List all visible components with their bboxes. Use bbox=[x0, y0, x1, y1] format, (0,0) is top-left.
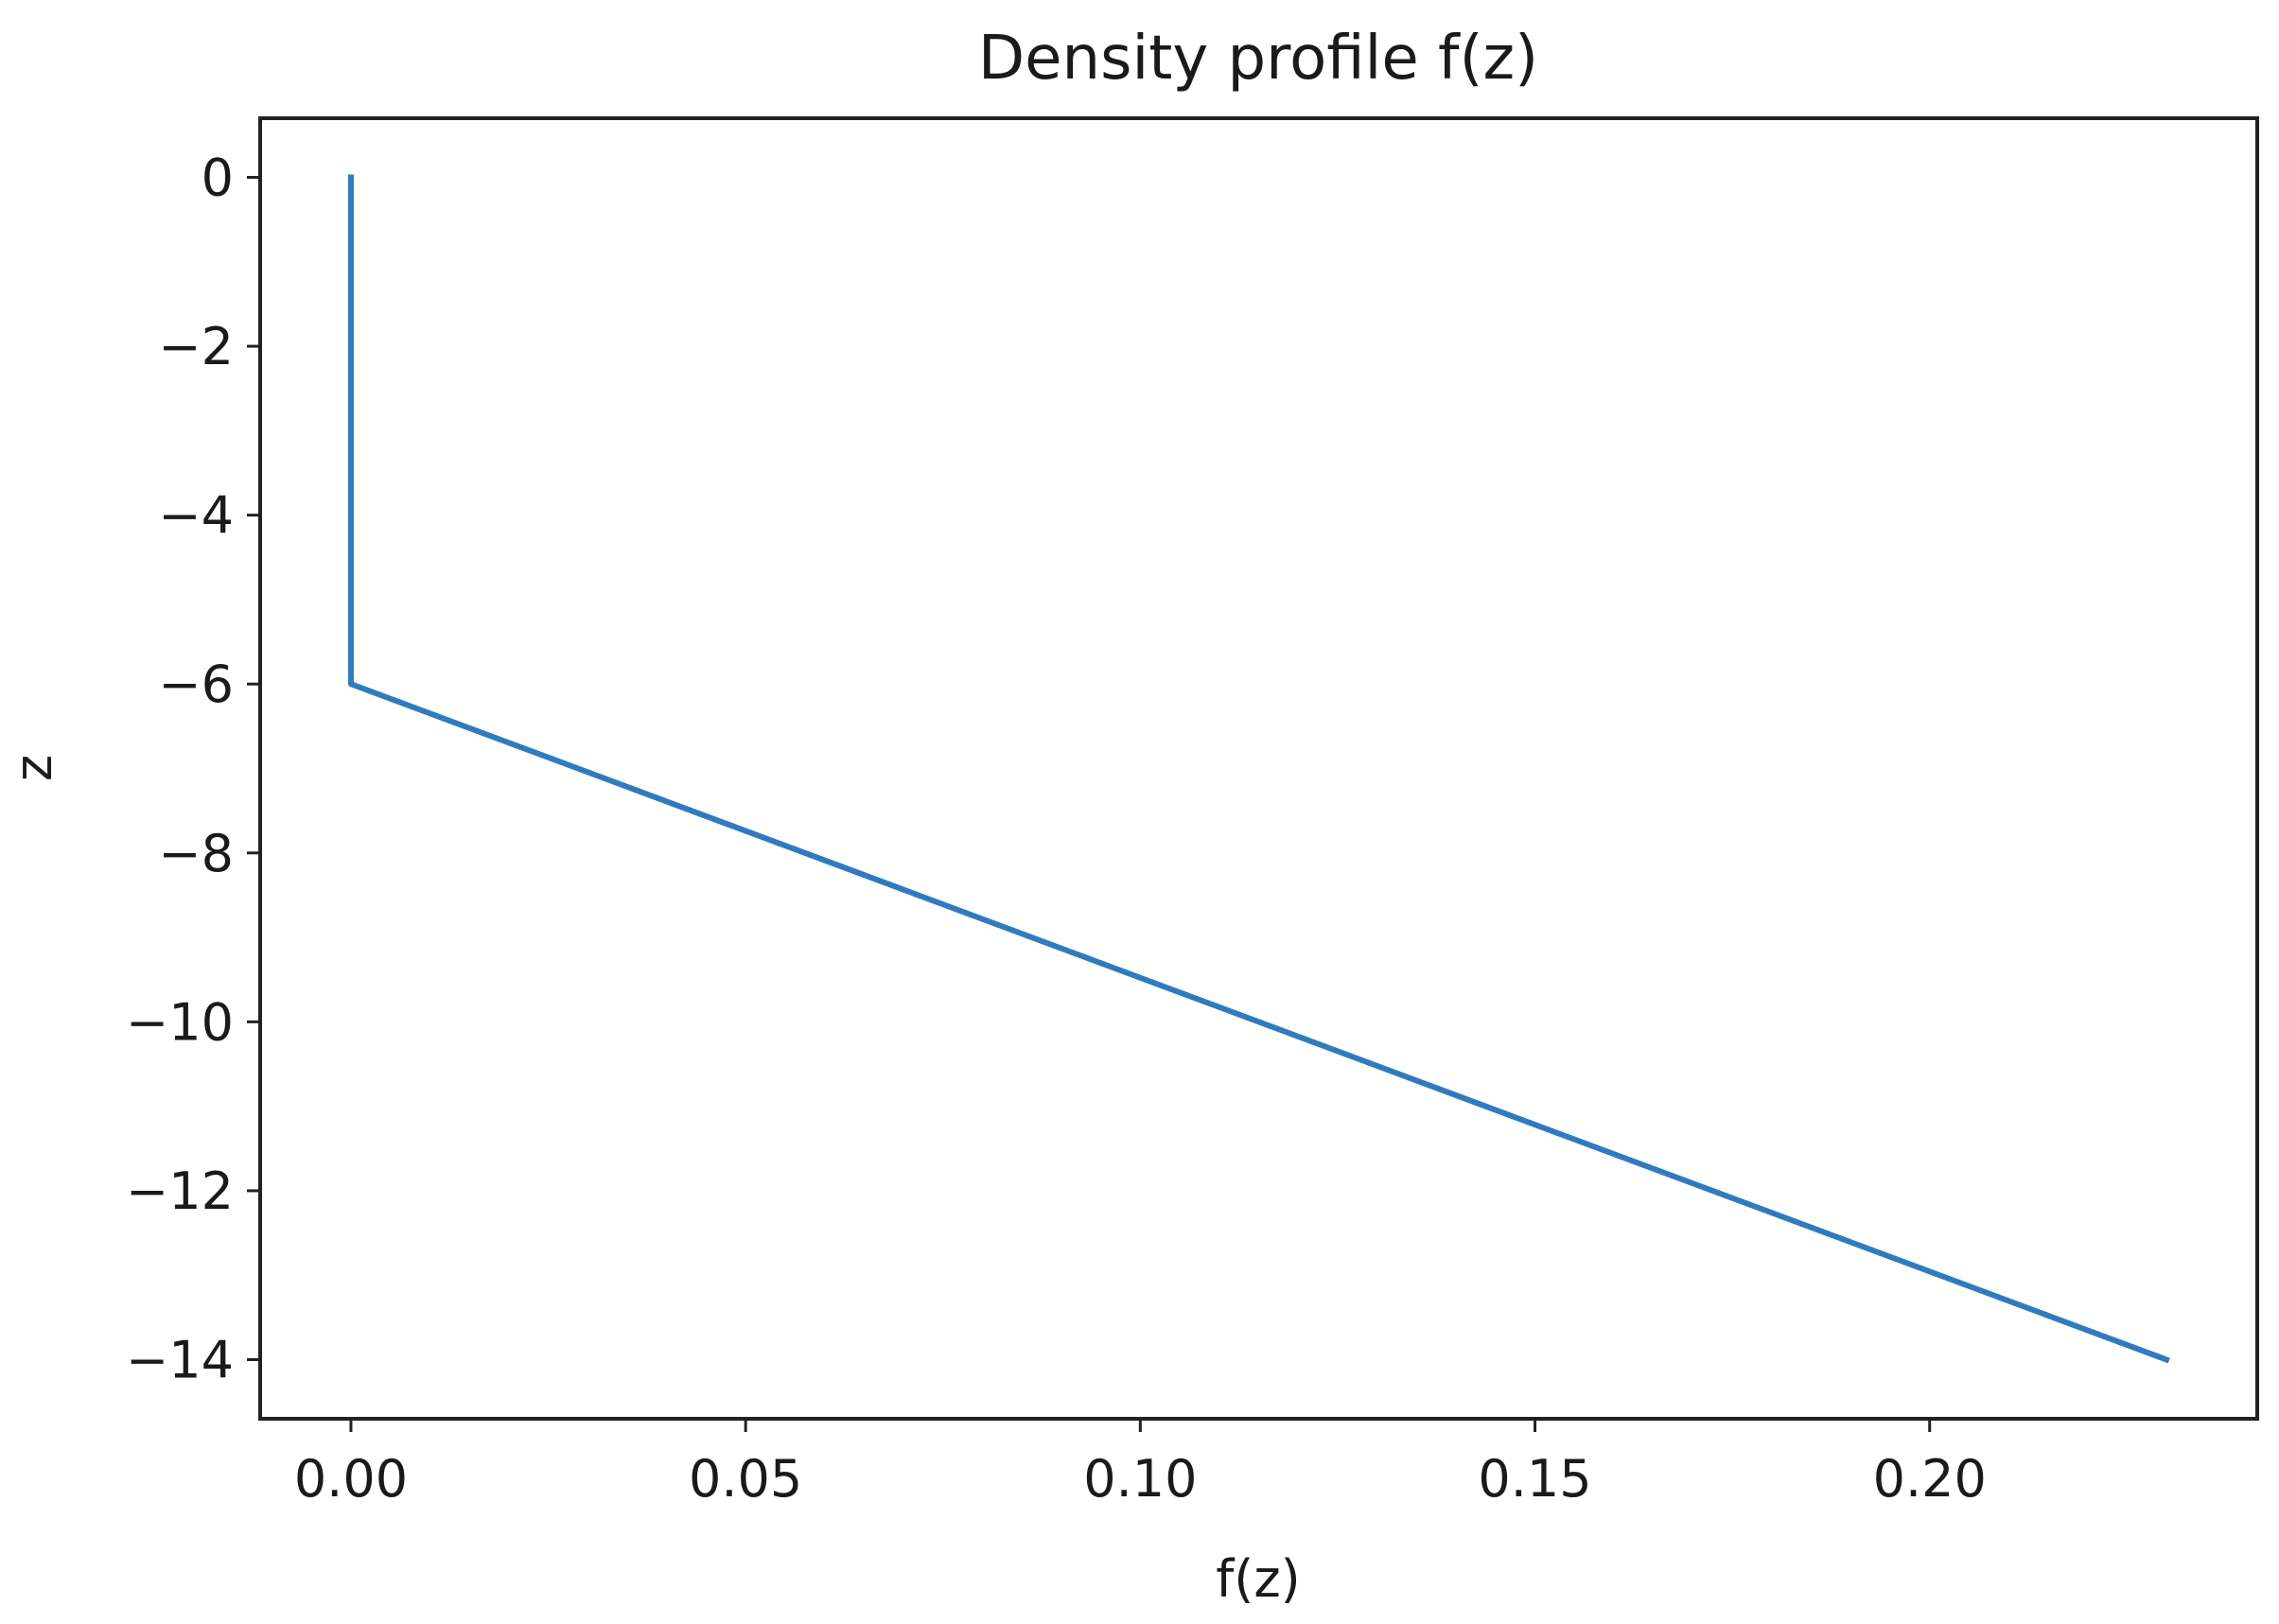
series-line bbox=[348, 174, 2170, 1364]
y-axis-label: z bbox=[4, 755, 63, 781]
chart-title: Density profile f(z) bbox=[978, 24, 1538, 94]
y-tick-label: −8 bbox=[158, 824, 234, 883]
y-tick-label: −10 bbox=[126, 992, 234, 1052]
y-tick-label: −12 bbox=[126, 1161, 234, 1221]
x-tick-label: 0.15 bbox=[1478, 1449, 1591, 1509]
plot-area-frame bbox=[258, 116, 2259, 1421]
series-layer bbox=[348, 174, 2170, 1364]
y-tick-label: −14 bbox=[126, 1331, 234, 1390]
x-tick-label: 0.05 bbox=[689, 1449, 802, 1509]
y-tick-label: −2 bbox=[158, 317, 234, 376]
y-tick-label: −4 bbox=[158, 486, 234, 546]
x-axis-label: f(z) bbox=[1216, 1549, 1301, 1609]
x-tick-label: 0.00 bbox=[294, 1449, 408, 1509]
x-tick-label: 0.20 bbox=[1873, 1449, 1987, 1509]
y-tick-label: −6 bbox=[158, 655, 234, 714]
x-axis-ticks: 0.00 0.05 0.10 0.15 0.20 bbox=[294, 1419, 1987, 1509]
x-tick-label: 0.10 bbox=[1083, 1449, 1197, 1509]
y-tick-label: 0 bbox=[202, 148, 234, 208]
y-axis-ticks: 0 −2 −4 −6 −8 −10 −12 −14 bbox=[126, 148, 260, 1390]
